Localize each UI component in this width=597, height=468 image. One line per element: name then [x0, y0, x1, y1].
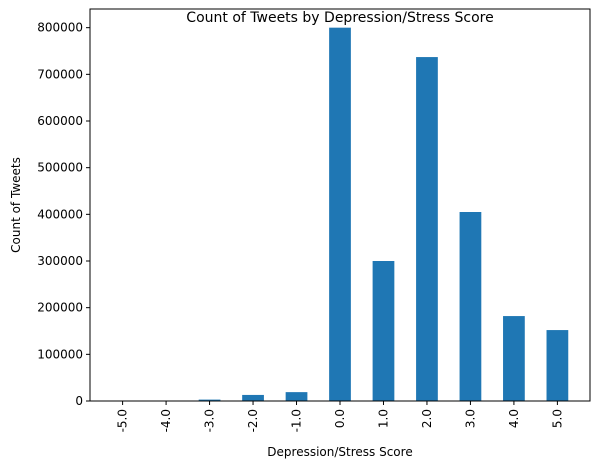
y-tick-label: 500000: [37, 161, 83, 175]
x-tick-label: -1.0: [290, 409, 304, 432]
x-tick-label: 2.0: [420, 409, 434, 428]
x-tick-label: 0.0: [333, 409, 347, 428]
y-tick-label: 700000: [37, 67, 83, 81]
bars-group: [111, 27, 569, 402]
x-tick-label: -3.0: [203, 409, 217, 432]
x-tick-label: 4.0: [507, 409, 521, 428]
bar: [546, 330, 569, 401]
bar: [329, 27, 351, 402]
bar: [285, 392, 308, 401]
x-tick-label: 3.0: [463, 409, 477, 428]
x-axis: -5.0 -4.0 -3.0 -2.0 -1.0 0.0 1.0 2.0 3.0 4.0 5.0: [116, 401, 564, 432]
bar: [242, 394, 264, 401]
bar: [459, 212, 482, 401]
x-tick-label: -5.0: [116, 409, 130, 432]
chart-title: Count of Tweets by Depression/Stress Sco…: [186, 10, 493, 26]
bar: [416, 57, 438, 402]
plot-frame: [89, 8, 591, 402]
x-tick-label: 1.0: [376, 409, 390, 428]
x-tick-label: 5.0: [550, 409, 564, 428]
y-tick-label: 300000: [37, 254, 83, 268]
y-tick-label: 100000: [37, 347, 83, 361]
y-axis: 0 100000 200000 300000 400000 500000 600000 700…: [37, 21, 90, 408]
x-tick-label: -2.0: [246, 409, 260, 432]
y-tick-label: 0: [75, 394, 83, 408]
y-tick-label: 200000: [37, 301, 83, 315]
y-tick-label: 800000: [37, 21, 83, 35]
y-tick-label: 600000: [37, 114, 83, 128]
y-axis-label: Count of Tweets: [9, 157, 23, 253]
bar: [198, 399, 221, 401]
x-tick-label: -4.0: [159, 409, 173, 432]
bar: [372, 261, 395, 401]
x-axis-label: Depression/Stress Score: [267, 445, 412, 459]
y-tick-label: 400000: [37, 207, 83, 221]
bar: [503, 316, 525, 401]
